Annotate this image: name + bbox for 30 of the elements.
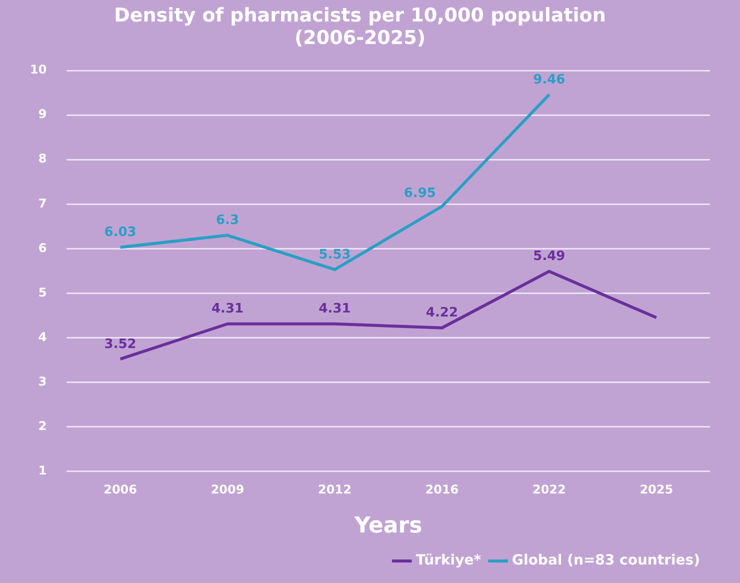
y-tick-label: 10 [30, 62, 47, 77]
x-tick-label: 2022 [532, 482, 566, 497]
data-label: 9.46 [533, 72, 566, 88]
y-tick-label: 8 [38, 152, 47, 166]
data-label: 6.3 [216, 213, 240, 228]
data-label: 6.03 [104, 225, 136, 240]
data-label: 3.52 [104, 336, 136, 352]
x-tick-label: 2006 [104, 482, 138, 497]
data-label: 4.31 [318, 302, 351, 317]
data-label: 6.95 [404, 186, 436, 202]
data-label: 5.53 [318, 247, 351, 262]
x-axis-title: Years [354, 514, 422, 539]
x-tick-label: 2016 [425, 482, 459, 497]
x-tick-label: 2009 [210, 482, 244, 497]
chart-title: Density of pharmacists per 10,000 population (2006-2025) [114, 4, 606, 50]
y-tick-label: 3 [38, 374, 47, 388]
y-tick-label: 6 [38, 240, 47, 255]
legend-label: Türkiye* [416, 552, 482, 569]
x-tick-label: 2012 [318, 482, 352, 497]
y-tick-label: 7 [38, 196, 47, 210]
data-label: 4.31 [211, 302, 244, 317]
y-tick-label: 4 [38, 330, 47, 344]
y-tick-label: 5 [38, 285, 47, 300]
x-tick-label: 2025 [640, 482, 674, 497]
y-tick-label: 2 [38, 418, 47, 433]
legend-label: Global (n=83 countries) [512, 552, 700, 569]
data-label: 4.22 [426, 306, 458, 321]
data-label: 5.49 [533, 249, 566, 264]
y-tick-label: 1 [38, 463, 47, 478]
y-tick-label: 9 [38, 107, 47, 122]
